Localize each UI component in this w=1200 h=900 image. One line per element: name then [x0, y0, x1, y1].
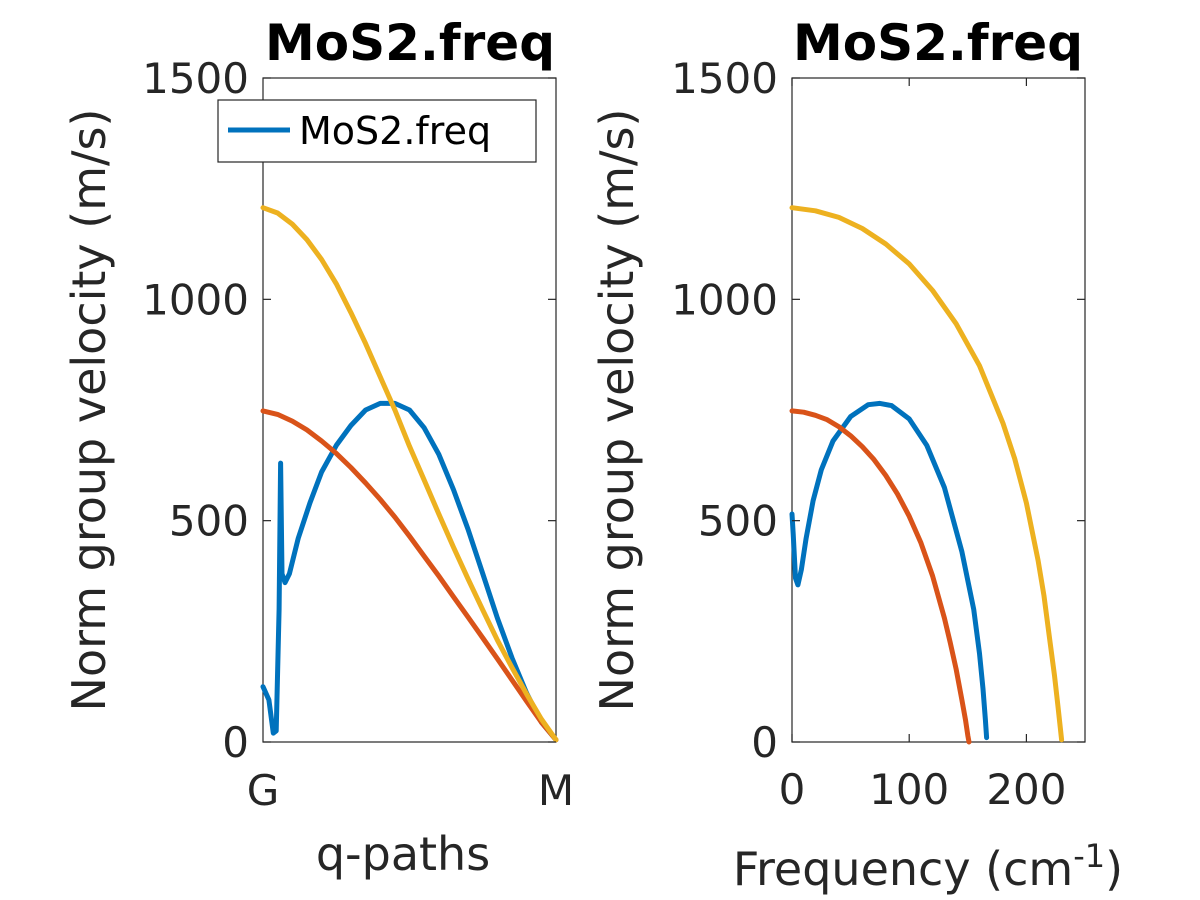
- right-x-axis-label-superscript: -1: [1073, 837, 1105, 875]
- legend-entry-label: MoS2.freq: [299, 109, 491, 153]
- right-y-tick-label: 1500: [671, 54, 778, 103]
- right-series-group: [789, 205, 1065, 745]
- left-y-ticks: 0 500 1000 1500: [142, 54, 556, 767]
- legend: MoS2.freq: [217, 99, 537, 163]
- right-panel: MoS2.freq 0 500 1000 1500 0 100 200 Frequency…: [590, 14, 1123, 896]
- left-y-axis-label: Norm group velocity (m/s): [62, 109, 116, 712]
- left-x-axis-label: q-paths: [316, 827, 490, 881]
- left-chart-title: MoS2.freq: [265, 14, 555, 72]
- right-series-line-3: [789, 205, 1065, 743]
- left-x-tick-label: M: [538, 766, 574, 815]
- right-y-axis-label: Norm group velocity (m/s): [590, 109, 644, 712]
- right-y-ticks: 0 500 1000 1500: [671, 54, 1085, 767]
- left-series-line-2: [260, 408, 559, 743]
- right-x-tick-label: 0: [779, 765, 806, 814]
- right-chart-title: MoS2.freq: [793, 14, 1083, 72]
- right-x-tick-label: 100: [869, 765, 949, 814]
- right-series-line-1: [789, 400, 990, 741]
- right-x-axis-label-main: Frequency (cm: [733, 842, 1073, 896]
- right-x-axis-label-end: ): [1105, 842, 1123, 896]
- right-x-ticks: 0 100 200: [779, 78, 1066, 814]
- right-x-tick-label: 200: [986, 765, 1066, 814]
- left-y-tick-label: 500: [169, 497, 249, 546]
- left-series-line-1: [260, 400, 559, 743]
- left-y-tick-label: 0: [222, 718, 249, 767]
- right-x-axis-label: Frequency (cm-1): [733, 837, 1123, 896]
- right-y-tick-label: 0: [751, 718, 778, 767]
- left-series-line-3: [260, 205, 559, 743]
- right-series-line-2: [789, 408, 972, 745]
- left-y-tick-label: 1500: [142, 54, 249, 103]
- left-series-group: [260, 205, 559, 743]
- right-y-tick-label: 1000: [671, 275, 778, 324]
- legend-box: [217, 99, 537, 163]
- right-y-tick-label: 500: [698, 497, 778, 546]
- left-x-tick-label: G: [247, 766, 280, 815]
- left-panel: MoS2.freq 0 500 1000 1500 G M q-paths Norm …: [62, 14, 574, 881]
- left-y-tick-label: 1000: [142, 275, 249, 324]
- right-plot-area: [791, 77, 1086, 743]
